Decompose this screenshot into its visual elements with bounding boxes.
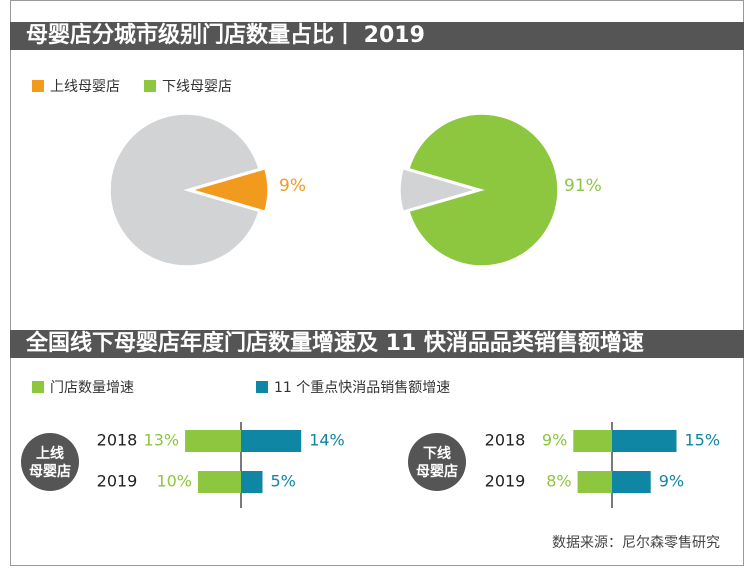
legend-label-store-growth: 门店数量增速 <box>50 380 134 396</box>
bar-group-1-fmcg-growth-label-2018: 15% <box>685 431 721 450</box>
bar-group-1: 下线母婴店 2018 9% 15% 2019 8% 9% <box>408 422 720 508</box>
pie-1-slice-rest <box>399 167 479 213</box>
bar-group-0: 上线母婴店 2018 13% 14% 2019 10% 5% <box>21 422 345 508</box>
legend-swatch-green <box>144 80 156 92</box>
legend-upper-tier: 上线母婴店 <box>32 76 120 96</box>
bar-group-0-store-growth-label-2018: 13% <box>144 431 180 450</box>
legend-fmcg-growth: 11 个重点快消品销售额增速 <box>256 377 450 397</box>
bar-group-0-store-growth-label-2019: 10% <box>156 472 192 491</box>
legend-store-growth: 门店数量增速 <box>32 377 134 397</box>
bar-section-title: 全国线下母婴店年度门店数量增速及 11 快消品品类销售额增速 <box>10 330 744 358</box>
bar-group-1-fmcg-growth-2018 <box>612 430 677 452</box>
pie-0-slice-rest <box>109 113 260 267</box>
pie-0-slice-highlight <box>189 167 269 213</box>
bar-group-1-store-growth-label-2019: 8% <box>546 472 571 491</box>
bar-group-1-store-growth-label-2018: 9% <box>542 431 567 450</box>
pie-1-slice-highlight <box>408 113 559 267</box>
pie-0: 9% <box>109 113 306 267</box>
bar-group-0-name-line-1: 母婴店 <box>29 463 71 480</box>
legend-lower-tier: 下线母婴店 <box>144 76 232 96</box>
data-source: 数据来源：尼尔森零售研究 <box>552 535 720 551</box>
bar-group-1-fmcg-growth-label-2019: 9% <box>659 472 684 491</box>
bar-group-1-year-2018: 2018 <box>485 431 526 450</box>
bar-group-0-year-2019: 2019 <box>97 472 138 491</box>
pie-1-value-label: 91% <box>564 176 602 196</box>
pie-1: 91% <box>399 113 602 267</box>
pie-0-value-label: 9% <box>279 176 306 196</box>
bar-group-0-fmcg-growth-label-2018: 14% <box>309 431 345 450</box>
pie-section-title: 母婴店分城市级别门店数量占比丨 2019 <box>10 22 744 50</box>
bar-group-0-store-growth-2019 <box>198 471 241 493</box>
bar-group-1-badge <box>408 433 466 491</box>
legend-swatch-orange <box>32 80 44 92</box>
bar-group-1-year-2019: 2019 <box>485 472 526 491</box>
bar-group-1-store-growth-2019 <box>577 471 612 493</box>
legend-label-lower-tier: 下线母婴店 <box>162 79 232 95</box>
bar-group-0-fmcg-growth-2019 <box>241 471 263 493</box>
bar-group-0-fmcg-growth-2018 <box>241 430 302 452</box>
bar-group-0-store-growth-2018 <box>185 430 241 452</box>
bar-group-0-fmcg-growth-label-2019: 5% <box>271 472 296 491</box>
legend-swatch-green-bar <box>32 381 44 393</box>
bar-group-1-store-growth-2018 <box>573 430 612 452</box>
bar-group-0-name-line-0: 上线 <box>36 445 64 462</box>
legend-swatch-teal <box>256 381 268 393</box>
bar-group-1-name-line-1: 母婴店 <box>416 463 458 480</box>
bar-group-1-name-line-0: 下线 <box>423 445 451 462</box>
legend-label-fmcg-growth: 11 个重点快消品销售额增速 <box>274 380 451 396</box>
bar-group-0-badge <box>21 433 79 491</box>
pie-charts: 9% 91% <box>109 113 602 267</box>
bar-group-0-year-2018: 2018 <box>97 431 138 450</box>
legend-label-upper-tier: 上线母婴店 <box>50 79 120 95</box>
bar-group-1-fmcg-growth-2019 <box>612 471 651 493</box>
